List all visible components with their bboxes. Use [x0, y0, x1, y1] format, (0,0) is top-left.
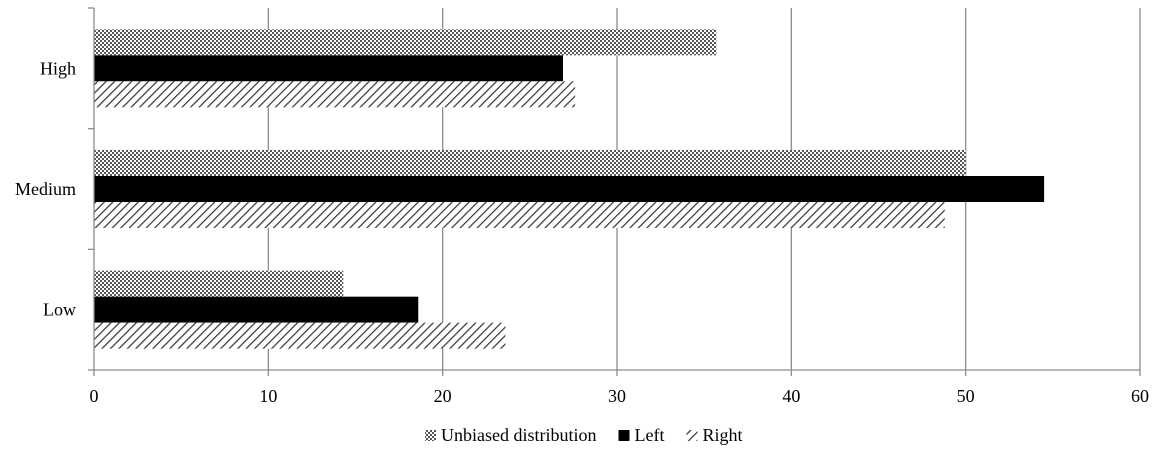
legend-label: Right — [702, 425, 742, 445]
legend-swatch — [618, 430, 630, 441]
x-tick-label: 0 — [90, 386, 99, 406]
bar — [94, 322, 506, 349]
bar — [94, 296, 419, 323]
x-tick-label: 30 — [608, 386, 626, 406]
category-label: Low — [43, 300, 76, 320]
legend: Unbiased distribution Left Right — [425, 425, 743, 445]
bar — [94, 202, 945, 228]
legend-label: Unbiased distribution — [441, 425, 597, 445]
bar — [94, 176, 1045, 202]
x-tick-label: 60 — [1131, 386, 1149, 406]
axis-labels: 0 10 20 30 40 50 60 High Medium Low — [15, 58, 1149, 406]
bar — [94, 270, 344, 297]
bars — [94, 29, 1045, 349]
x-tick-label: 10 — [259, 386, 277, 406]
category-label: High — [40, 58, 76, 78]
legend-swatch — [425, 430, 436, 441]
bar — [94, 55, 563, 82]
axes — [88, 7, 1141, 376]
x-tick-label: 40 — [782, 386, 800, 406]
legend-swatch — [686, 430, 698, 441]
category-label: Medium — [15, 179, 76, 199]
bar — [94, 81, 576, 108]
x-tick-label: 20 — [434, 386, 452, 406]
bar — [94, 150, 966, 176]
legend-label: Left — [635, 425, 665, 445]
x-tick-label: 50 — [957, 386, 975, 406]
bar — [94, 29, 717, 56]
